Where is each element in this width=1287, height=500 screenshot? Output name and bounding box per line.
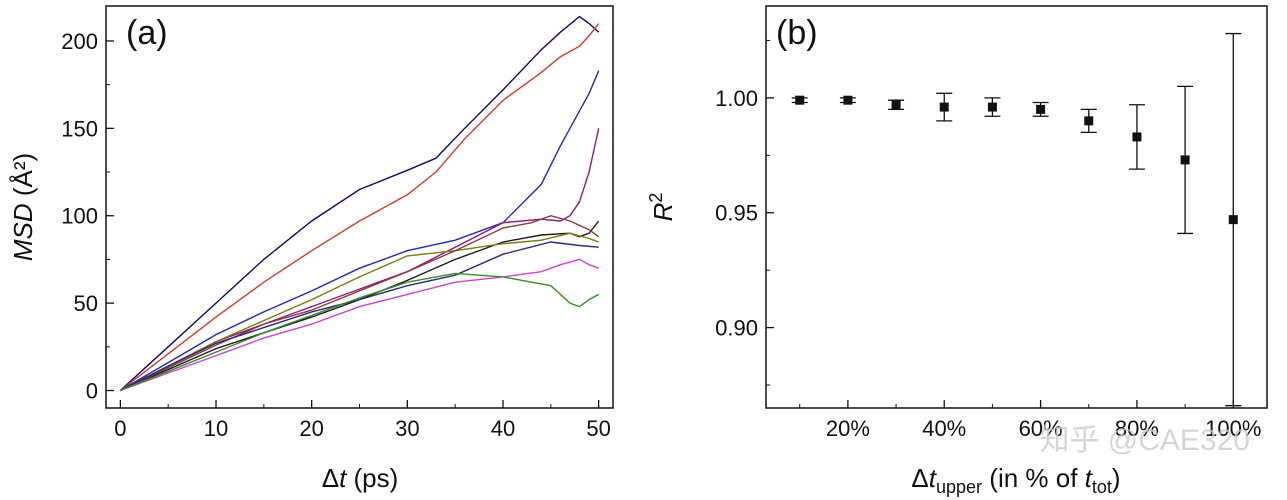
panel-a-y-tick-label: 150: [61, 116, 98, 141]
panel-b-points-group: [791, 32, 1242, 407]
panel-a-x-tick-label: 10: [204, 416, 228, 441]
msd-series-line-3: [119, 70, 600, 392]
r2-point-5: [987, 102, 997, 112]
msd-series-line-9: [120, 258, 599, 392]
r2-point-3: [891, 100, 901, 110]
msd-series-line-2: [119, 23, 600, 392]
msd-series-line-7: [120, 214, 600, 392]
msd-series-line-8: [119, 241, 599, 392]
r2-point-1: [795, 95, 805, 105]
panel-b-y-tick-label: 0.90: [715, 316, 758, 341]
r2-point-7: [1084, 116, 1094, 126]
r2-point-6: [1036, 104, 1046, 114]
msd-series-line-5: [120, 220, 600, 392]
panel-b-r2-chart: 20% 40% 60% 80% 100% 0.90 0.95 1.00 (b) Δtuppe…: [646, 5, 1268, 497]
panel-b-x-tick-label: 20%: [826, 416, 870, 441]
panel-a-y-ticks: 0 50 100 150 200: [61, 29, 114, 404]
panel-b-y-axis-label: R2: [646, 193, 678, 222]
panel-b-label: (b): [776, 14, 818, 52]
r2-point-9: [1180, 155, 1190, 165]
msd-series-line-10: [120, 272, 600, 392]
panel-a-label: (a): [126, 14, 168, 52]
msd-series-line-1: [119, 15, 600, 392]
panel-a-msd-chart: 0 10 20 30 40 50 0 50 100 150 200 (a) Δt (ps) MSD…: [8, 5, 614, 493]
msd-series-line-6: [119, 232, 599, 392]
panel-a-x-tick-label: 20: [299, 416, 323, 441]
panel-b-x-tick-label: 100%: [1205, 416, 1261, 441]
watermark: 知乎 @CAE320: [1039, 424, 1250, 457]
panel-b-y-ticks: 0.90 0.95 1.00: [715, 39, 774, 386]
r2-point-2: [843, 95, 853, 105]
panel-a-x-axis-label: Δt (ps): [322, 463, 399, 493]
panel-b-y-tick-label: 1.00: [715, 86, 758, 111]
msd-series-line-4: [119, 128, 600, 392]
r2-point-8: [1132, 132, 1142, 142]
panel-b-x-tick-label: 80%: [1115, 416, 1159, 441]
panel-a-x-tick-label: 50: [586, 416, 610, 441]
panel-a-series-group: [119, 15, 600, 392]
r2-point-4: [939, 102, 949, 112]
panel-a-y-tick-label: 100: [61, 204, 98, 229]
panel-a-x-tick-label: 40: [491, 416, 515, 441]
panel-a-y-tick-label: 50: [74, 291, 98, 316]
panel-a-x-tick-label: 30: [395, 416, 419, 441]
r2-point-10: [1228, 215, 1238, 225]
panel-a-y-tick-label: 200: [61, 29, 98, 54]
panel-a-x-tick-label: 0: [114, 416, 126, 441]
panel-b-x-axis-label: Δtupper (in % of ttot): [911, 463, 1120, 497]
panel-b-x-tick-label: 60%: [1019, 416, 1063, 441]
panel-b-x-ticks: 20% 40% 60% 80% 100%: [799, 400, 1261, 441]
panel-a-y-axis-label: MSD (Å²): [8, 153, 38, 261]
panel-b-y-tick-label: 0.95: [715, 201, 758, 226]
panel-b-frame: [765, 5, 1268, 409]
panel-a-frame: [105, 5, 614, 409]
panel-b-x-tick-label: 40%: [922, 416, 966, 441]
panel-a-y-tick-label: 0: [86, 379, 98, 404]
panel-a-x-ticks: 0 10 20 30 40 50: [114, 400, 611, 441]
